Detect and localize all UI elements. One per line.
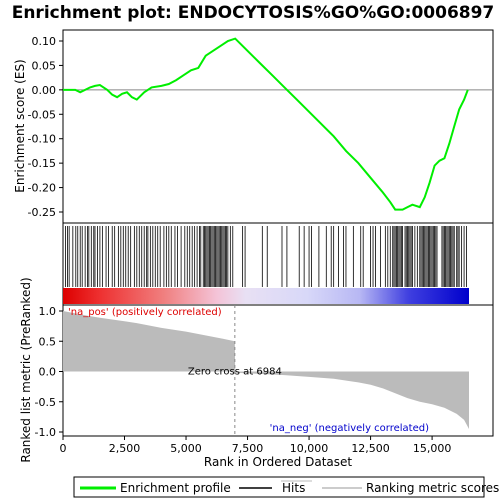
- metric-y-ticks: 1.0 0.5 0.0 -0.5 -1.0: [35, 305, 63, 439]
- x-axis-ticks: 0 2,500 5,000 7,500 10,000 12,500 15,000: [60, 436, 452, 455]
- legend-label-metric: Ranking metric scores: [366, 481, 499, 495]
- x-tick-label: 2,500: [109, 442, 141, 455]
- metric-tick-label: -0.5: [35, 396, 56, 409]
- pos-correlated-label: 'na_pos' (positively correlated): [68, 307, 222, 318]
- metric-panel: 1.0 0.5 0.0 -0.5 -1.0 Zero cross at 6984 'na…: [35, 304, 494, 439]
- es-tick-label: 0.00: [32, 84, 57, 97]
- legend-frame: [73, 476, 485, 498]
- es-tick-label: -0.20: [28, 182, 56, 195]
- x-tick-label: 7,500: [232, 442, 264, 455]
- es-y-ticks: 0.10 0.05 0.00 -0.05 -0.10 -0.15 -0.20 -0.25: [28, 35, 63, 219]
- zero-cross-label: Zero cross at 6984: [188, 367, 282, 378]
- rank-color-bar: [63, 288, 469, 304]
- metric-tick-label: 0.0: [39, 366, 57, 379]
- x-tick-label: 12,500: [351, 442, 390, 455]
- x-axis-title: Rank in Ordered Dataset: [204, 455, 352, 469]
- legend: Enrichment profile Hits Ranking metric s…: [73, 476, 499, 498]
- es-tick-label: -0.25: [28, 206, 56, 219]
- hit-markers: [65, 226, 467, 287]
- es-panel-frame: [62, 29, 494, 224]
- neg-correlated-label: 'na_neg' (negatively correlated): [270, 423, 429, 434]
- metric-y-axis-title: Ranked list metric (PreRanked): [19, 277, 33, 462]
- x-tick-label: 5,000: [170, 442, 202, 455]
- x-tick-label: 15,000: [413, 442, 452, 455]
- hits-panel: [62, 222, 494, 306]
- metric-tick-label: 1.0: [39, 305, 57, 318]
- es-tick-label: -0.15: [28, 157, 56, 170]
- x-tick-label: 0: [60, 442, 67, 455]
- metric-tick-label: 0.5: [39, 335, 57, 348]
- ranking-metric-area: [63, 311, 469, 429]
- enrichment-profile-line: [63, 37, 469, 211]
- legend-label-hits: Hits: [282, 481, 305, 495]
- es-tick-label: -0.05: [28, 108, 56, 121]
- es-panel: 0.10 0.05 0.00 -0.05 -0.10 -0.15 -0.20 -0.25: [28, 29, 494, 224]
- es-tick-label: -0.10: [28, 133, 56, 146]
- es-tick-label: 0.10: [32, 35, 57, 48]
- chart-title: Enrichment plot: ENDOCYTOSIS%GO%GO:00068…: [12, 3, 495, 23]
- es-tick-label: 0.05: [32, 59, 57, 72]
- legend-label-enrichment: Enrichment profile: [120, 481, 231, 495]
- es-y-axis-title: Enrichment score (ES): [13, 59, 27, 192]
- x-tick-label: 10,000: [290, 442, 329, 455]
- metric-tick-label: -1.0: [35, 426, 56, 439]
